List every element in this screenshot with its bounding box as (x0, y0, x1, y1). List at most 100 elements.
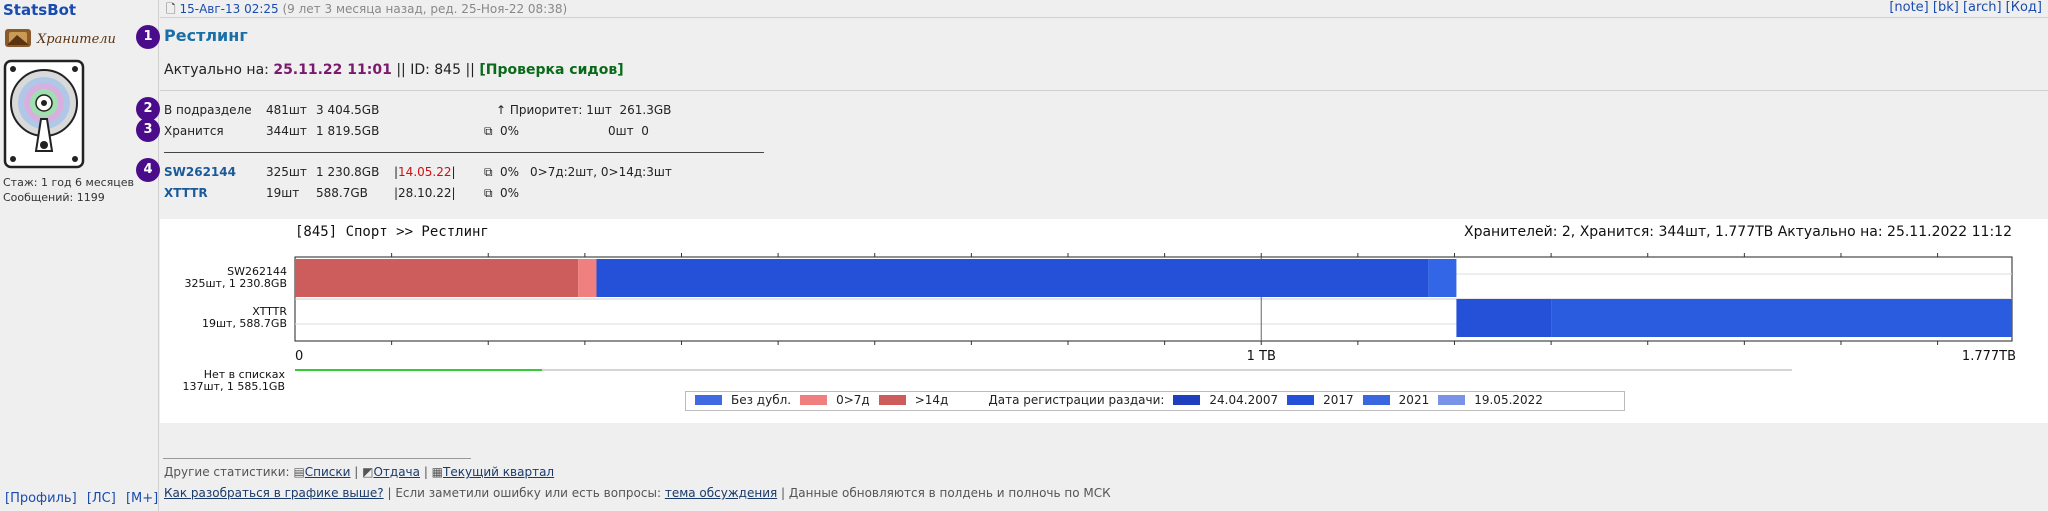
chart-title-left: [845] Спорт >> Рестлинг (295, 224, 489, 240)
category-label: XTTTR (252, 305, 287, 318)
legend-swatch (878, 394, 906, 405)
legend-label: 19.05.2022 (1474, 392, 1543, 407)
bar-segment (578, 259, 597, 297)
bar-segment (1551, 299, 2012, 337)
avatar (3, 59, 85, 169)
chart: [845] Спорт >> Рестлинг Хранителей: 2, Хр… (182, 224, 2016, 393)
post-meta: 🗋 15-Авг-13 02:25 (9 лет 3 месяца назад,… (166, 0, 567, 21)
bar-segment (1456, 299, 1552, 337)
post-icon: 🗋 (166, 2, 176, 16)
category-label: 19шт, 588.7GB (202, 317, 287, 330)
stazh-label: Стаж: (3, 176, 38, 189)
keeper-pct: 0% (500, 165, 520, 179)
summary-label: Хранится (164, 124, 224, 138)
keeper-name[interactable]: SW262144 (164, 165, 236, 179)
quarter-link[interactable]: Текущий квартал (443, 465, 555, 479)
user-column: StatsBot Хранители Стаж: 1 год 6 месяцев… (0, 0, 159, 511)
code-link[interactable]: [Код] (2005, 0, 2042, 15)
divider (160, 17, 2048, 18)
keeper-size: 1 230.8GB (316, 165, 380, 179)
summary-count: 481шт (266, 103, 307, 117)
id-text: || ID: 845 || (396, 62, 475, 78)
lists-link[interactable]: Списки (304, 465, 351, 479)
bar-segment (1428, 259, 1457, 297)
list-icon: ▤ (293, 465, 305, 479)
keeper-date: 14.05.22 (398, 165, 452, 179)
chart-icon: ◩ (362, 465, 374, 479)
summary-extra: 0шт 0 (608, 124, 649, 138)
legend-swatch (1287, 394, 1315, 405)
category-label: 325шт, 1 230.8GB (184, 277, 287, 290)
not-listed-label: 137шт, 1 585.1GB (182, 380, 285, 393)
summary-label: В подразделе (164, 103, 252, 117)
chart-legend: Без дубл. 0>7д >14д Дата регистрации раздач… (685, 391, 1625, 411)
legend-label: Без дубл. (731, 392, 792, 407)
other-stats-label: Другие статистики: (164, 465, 290, 479)
divider (160, 90, 2048, 91)
priority-text: ↑ Приоритет: 1шт 261.3GB (496, 103, 672, 117)
legend-label: >14д (914, 392, 949, 407)
copy-icon: ⧉ (484, 165, 493, 179)
x-tick-label: 1.777TB (1962, 349, 2016, 364)
summary-count: 344шт (266, 124, 307, 138)
summary-pct: 0% (500, 124, 520, 138)
username[interactable]: StatsBot (3, 1, 77, 19)
summary-row-stored: Хранится 344шт 1 819.5GB ⧉ 0% 0шт 0 (164, 124, 649, 139)
actual-line: Актуально на: 25.11.22 11:01 || ID: 845 … (164, 62, 624, 78)
actual-date: 25.11.22 11:01 (273, 62, 392, 78)
summary-size: 3 404.5GB (316, 103, 380, 117)
legend-swatch (1438, 394, 1466, 405)
check-seeds-link[interactable]: [Проверка сидов] (479, 62, 624, 78)
bk-link[interactable]: [bk] (1932, 0, 1959, 15)
badge-1: 1 (136, 25, 160, 49)
not-listed-label: Нет в списках (204, 368, 286, 381)
keeper-tail: 0>7д:2шт, 0>14д:3шт (530, 165, 672, 179)
guild-logo: Хранители (3, 27, 148, 49)
divider-line (164, 152, 764, 153)
legend-label: 0>7д (836, 392, 870, 407)
svg-text:Хранители: Хранители (36, 32, 116, 47)
legend-label: 2017 (1323, 392, 1354, 407)
legend-swatch (1173, 394, 1201, 405)
user-links: [Профиль] [ЛС] [М+] (5, 491, 158, 506)
posts-label: Сообщений: (3, 191, 74, 204)
post-age: (9 лет 3 месяца назад, ред. 25-Ноя-22 08… (282, 2, 568, 16)
profile-link[interactable]: [Профиль] (5, 491, 77, 506)
stazh-value: 1 год 6 месяцев (40, 176, 135, 189)
summary-row-subsection: В подразделе 481шт 3 404.5GB ↑ Приоритет: 1… (164, 103, 671, 117)
chart-title-right: Хранителей: 2, Хранится: 344шт, 1.777TB … (1464, 224, 2012, 240)
copy-icon: ⧉ (484, 124, 493, 138)
badge-3: 3 (136, 118, 160, 142)
discussion-link[interactable]: тема обсуждения (664, 486, 778, 500)
actual-label: Актуально на: (164, 62, 269, 78)
keeper-name[interactable]: XTTTR (164, 186, 208, 200)
legend-swatch (800, 394, 828, 405)
footer-divider (163, 458, 471, 459)
keeper-date: 28.10.22 (398, 186, 452, 200)
legend-label: 2021 (1398, 392, 1430, 407)
other-stats: Другие статистики: ▤Списки | ◩Отдача | ▦… (164, 465, 555, 479)
mplus-link[interactable]: [М+] (125, 491, 159, 506)
post-date[interactable]: 15-Авг-13 02:25 (179, 2, 279, 16)
keeper-pct: 0% (500, 186, 520, 200)
keeper-count: 19шт (266, 186, 300, 200)
summary-size: 1 819.5GB (316, 124, 380, 138)
calendar-icon: ▦ (431, 465, 444, 479)
keeper-count: 325шт (266, 165, 307, 179)
legend-label: 24.04.2007 (1209, 392, 1279, 407)
post-links: [note] [bk] [arch] [Код] (1889, 0, 2042, 15)
help-link[interactable]: Как разобраться в графике выше? (164, 486, 384, 500)
arch-link[interactable]: [arch] (1962, 0, 2002, 15)
x-tick-label: 1 TB (1247, 349, 1276, 364)
pm-link[interactable]: [ЛС] (86, 491, 116, 506)
upload-link[interactable]: Отдача (373, 465, 420, 479)
posts-value: 1199 (76, 191, 105, 204)
tail-text: | Данные обновляются в полдень и полночь… (781, 486, 1111, 500)
legend-swatch (695, 394, 722, 405)
badge-4: 4 (136, 158, 160, 182)
bottom-line: Как разобраться в графике выше? | Если з… (164, 486, 1111, 500)
x-tick-label: 0 (295, 349, 303, 364)
badge-2: 2 (136, 97, 160, 121)
note-link[interactable]: [note] (1889, 0, 1929, 15)
page-title: Рестлинг (164, 26, 248, 45)
